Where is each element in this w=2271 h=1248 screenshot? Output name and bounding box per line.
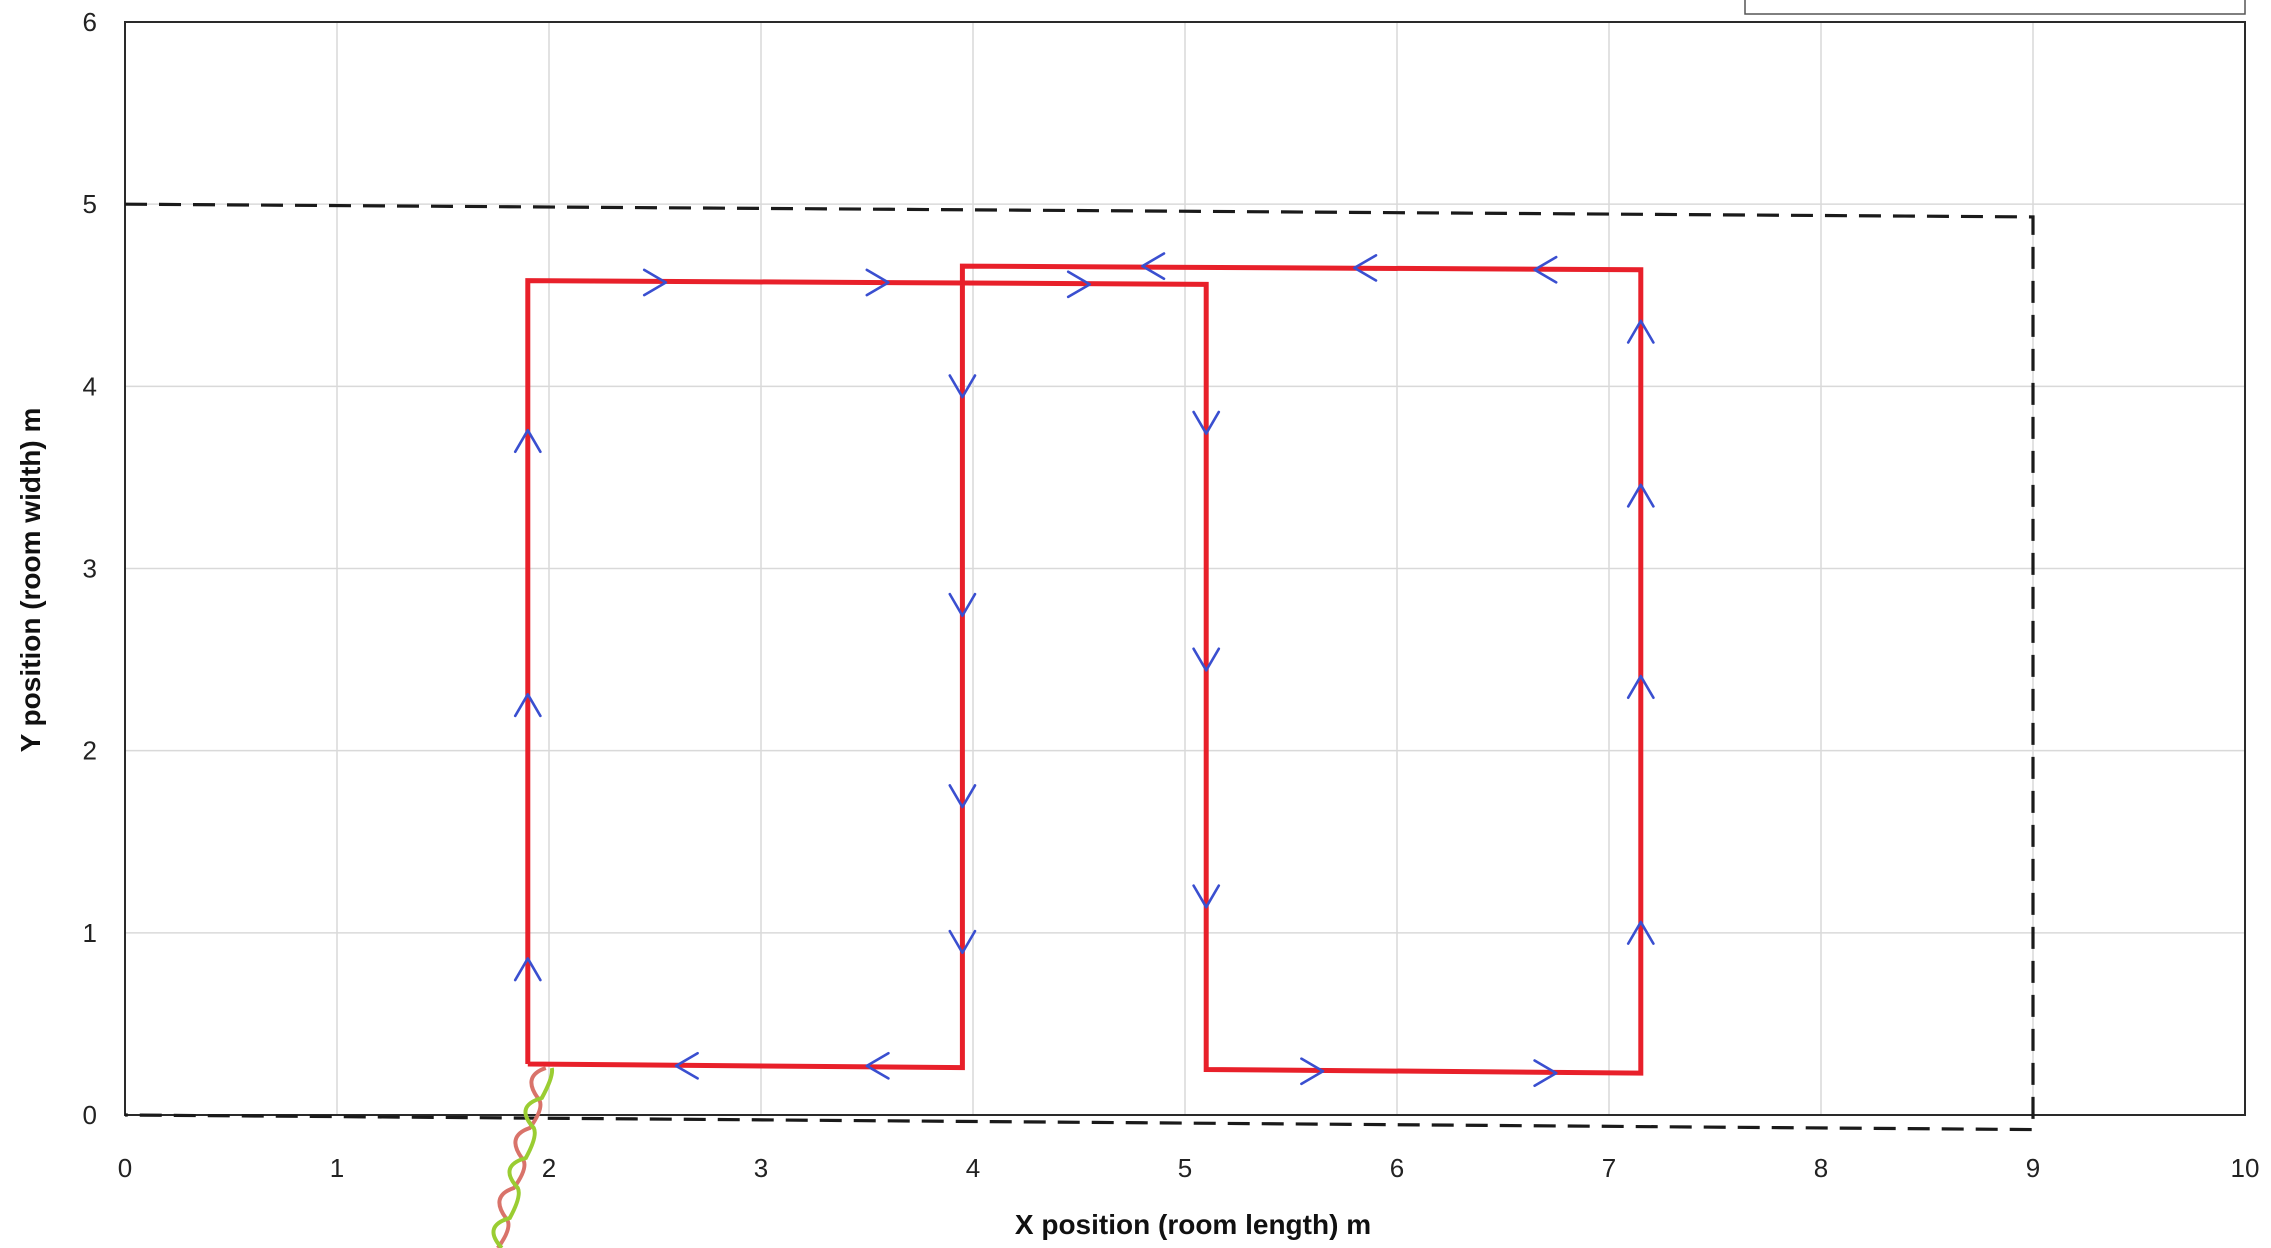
y-axis-title: Y position (room width) m (15, 408, 46, 753)
cable-decoration (491, 1066, 555, 1248)
direction-arrow-up (513, 693, 542, 718)
grid-layer (124, 21, 2246, 1116)
legend-box (1744, 0, 2246, 15)
direction-arrow-down (948, 374, 977, 399)
cable-strand-green (491, 1067, 555, 1248)
direction-arrow-left (865, 1051, 890, 1080)
direction-arrow-down (948, 929, 977, 955)
y-tick-label: 6 (83, 7, 97, 37)
x-tick-label: 8 (1814, 1153, 1828, 1183)
direction-arrow-up (1626, 920, 1655, 945)
direction-arrow-right (1300, 1057, 1325, 1086)
direction-arrow-right (642, 268, 668, 297)
x-tick-label: 3 (754, 1153, 768, 1183)
direction-arrow-down (1192, 410, 1221, 435)
x-tick-label: 6 (1390, 1153, 1404, 1183)
direction-arrow-left (1141, 252, 1166, 281)
y-tick-label: 5 (83, 189, 97, 219)
y-tick-label: 3 (83, 554, 97, 584)
series-layer (124, 202, 2035, 1132)
direction-arrow-down (948, 592, 977, 618)
x-tick-label: 5 (1178, 1153, 1192, 1183)
direction-arrow-left (1533, 255, 1558, 284)
robot-path-line (525, 263, 1644, 1076)
x-tick-label: 7 (1602, 1153, 1616, 1183)
y-tick-label: 1 (83, 918, 97, 948)
direction-arrow-right (1066, 270, 1092, 299)
direction-arrow-up (513, 957, 542, 982)
direction-arrow-down (948, 784, 977, 809)
direction-arrow-up (513, 428, 542, 454)
y-tick-label: 0 (83, 1100, 97, 1130)
x-axis-title: X position (room length) m (1015, 1209, 1371, 1240)
x-tick-label: 4 (966, 1153, 980, 1183)
tick-label-layer: 0 1 2 3 4 5 6 7 8 9 10 0 1 2 3 4 5 6 (83, 7, 2260, 1183)
direction-arrow-layer (513, 252, 1655, 1087)
direction-arrow-left (674, 1051, 699, 1080)
x-tick-label: 9 (2026, 1153, 2040, 1183)
direction-arrow-up (1626, 319, 1655, 344)
direction-arrow-right (865, 268, 890, 297)
y-tick-label: 2 (83, 736, 97, 766)
plot-border (124, 21, 2246, 1116)
direction-arrow-left (1353, 254, 1378, 282)
direction-arrow-down (1192, 884, 1221, 909)
x-tick-label: 1 (330, 1153, 344, 1183)
direction-arrow-right (1533, 1059, 1558, 1087)
x-tick-label: 0 (118, 1153, 132, 1183)
y-tick-label: 4 (83, 371, 97, 401)
direction-arrow-up (1626, 483, 1655, 508)
direction-arrow-down (1192, 647, 1221, 672)
x-tick-label: 2 (542, 1153, 556, 1183)
room-boundary-line (124, 202, 2035, 1132)
x-tick-label: 10 (2231, 1153, 2260, 1183)
direction-arrow-up (1626, 674, 1655, 700)
